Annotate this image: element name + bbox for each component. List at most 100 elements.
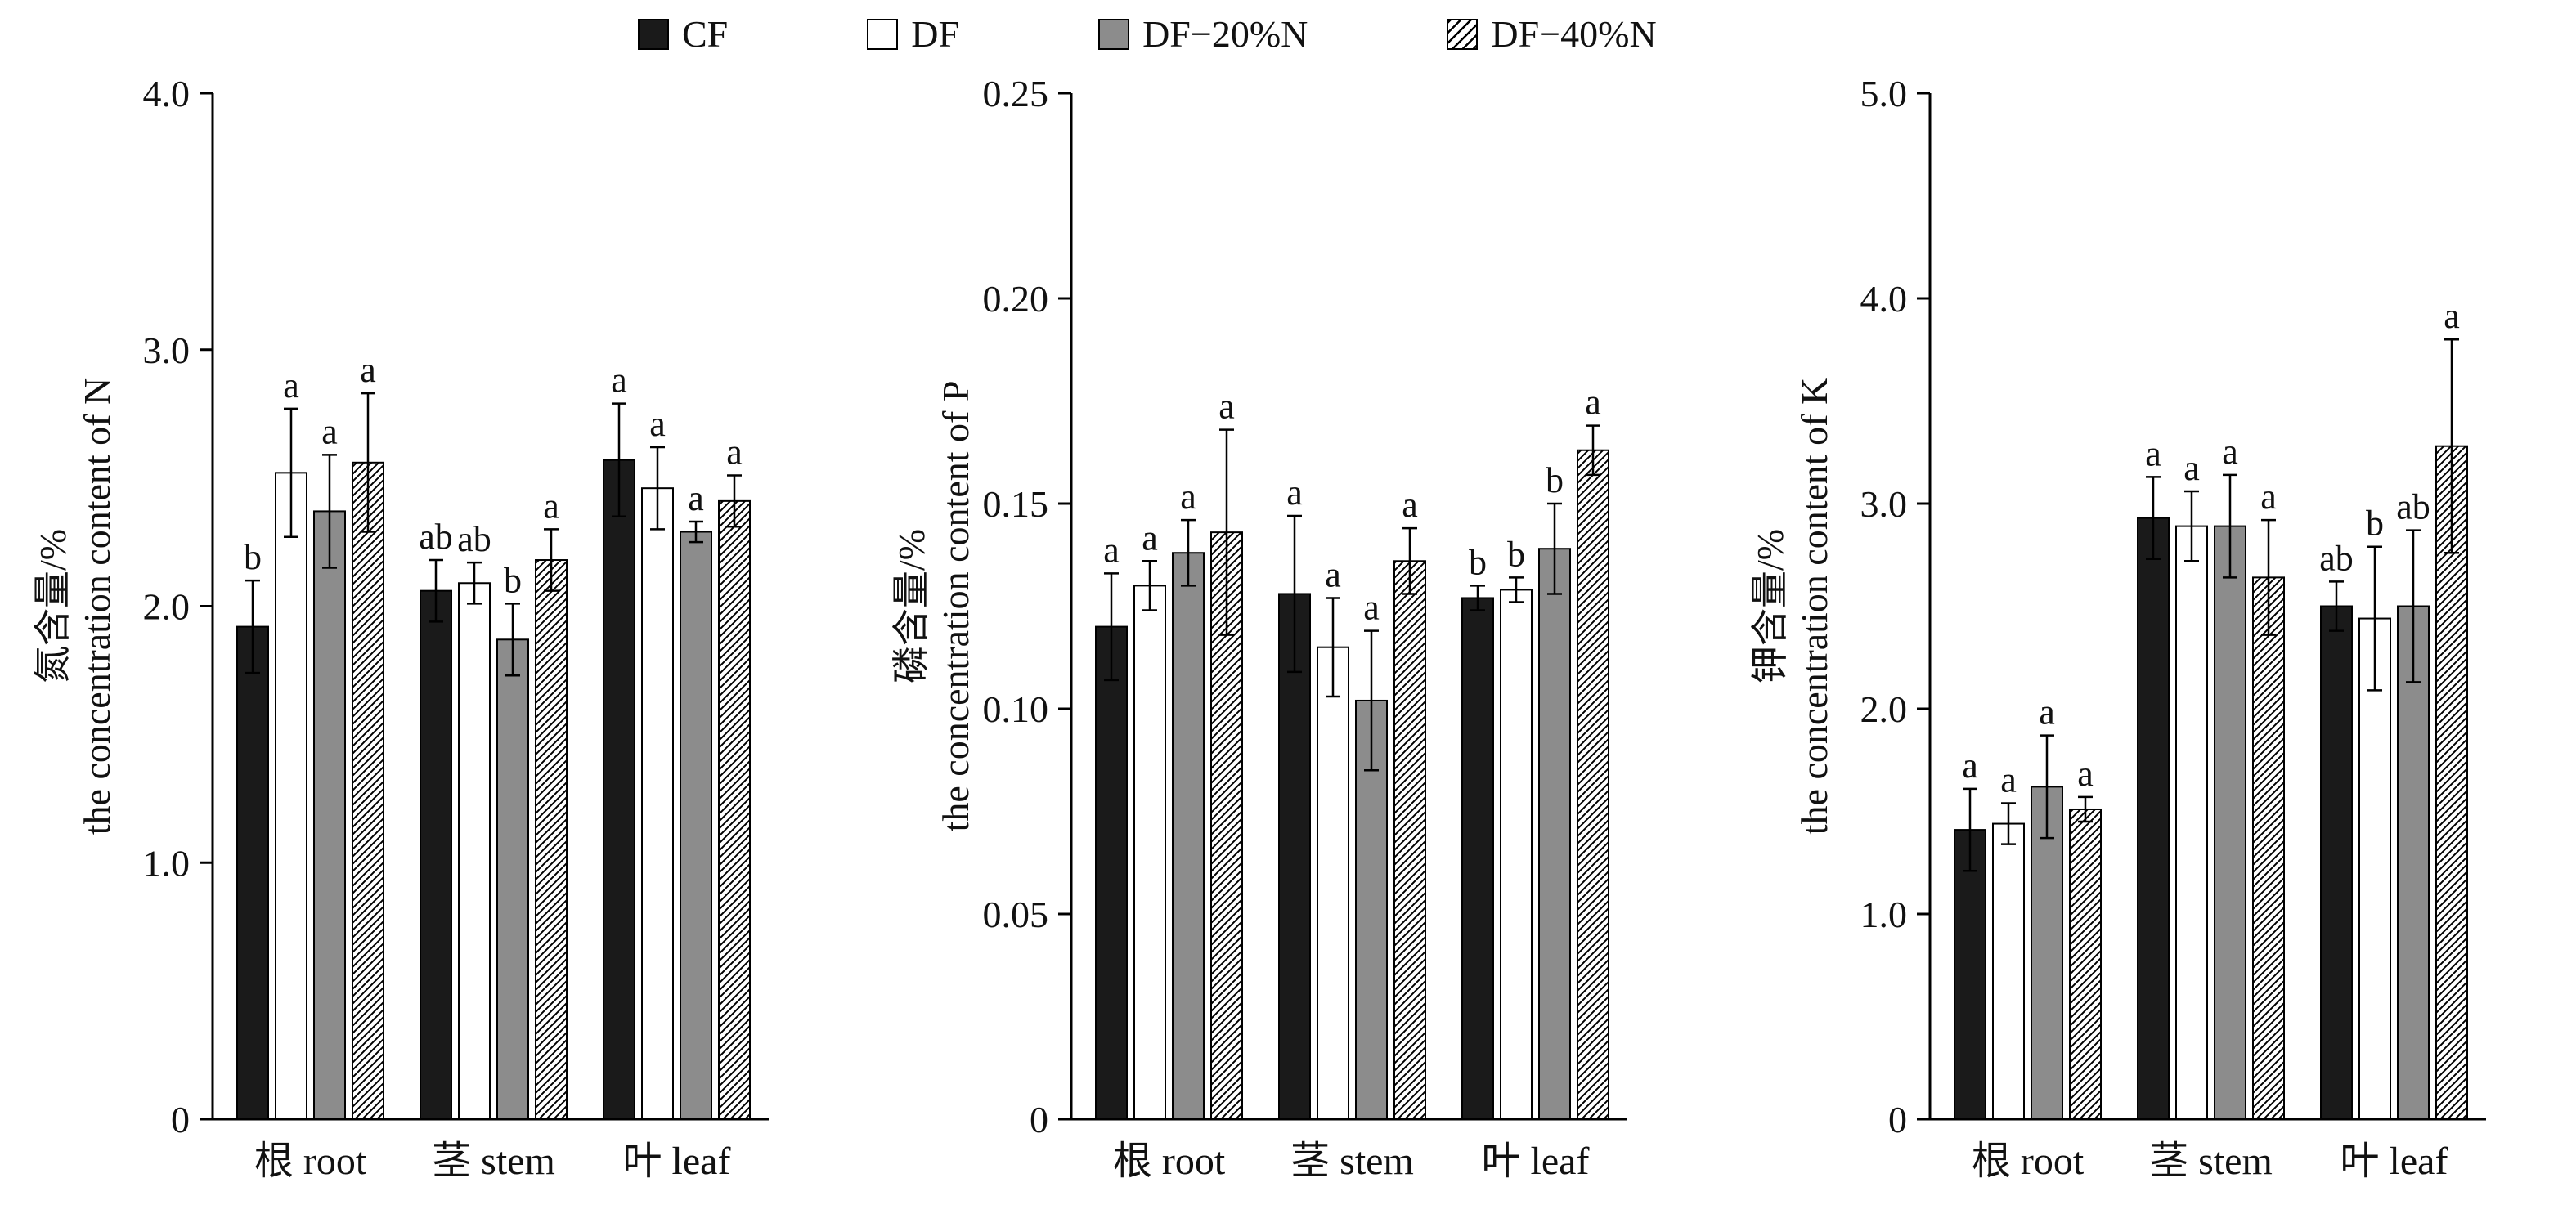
legend-label-cf: CF: [682, 13, 729, 55]
significance-letter: a: [1962, 746, 1978, 786]
significance-letter: a: [726, 432, 743, 472]
chart-panels: 0 1.0 2.0 3.0 4.0 氮含量/% the concentration cont…: [0, 69, 2576, 1205]
y-tick-label: 0: [1030, 1099, 1048, 1140]
bar-DF−40%N-1: [2252, 576, 2285, 1120]
y-tick-label: 0.25: [983, 73, 1049, 114]
x-category-label: 茎 stem: [2149, 1140, 2273, 1183]
y-tick-label: 3.0: [143, 329, 191, 371]
significance-letter: a: [1180, 477, 1196, 517]
bar-DF-1: [2175, 525, 2208, 1120]
df40-hatched-swatch-icon: [1447, 19, 1479, 50]
n-concentration-chart-panel: 0 1.0 2.0 3.0 4.0 氮含量/% the concentration cont…: [32, 73, 769, 1183]
significance-letter: a: [1585, 383, 1601, 423]
x-category-label: 叶 leaf: [2340, 1140, 2448, 1183]
y-tick-label: 4.0: [143, 73, 191, 114]
bar-DF-0: [1992, 822, 2025, 1120]
bar-DF-0: [1133, 585, 1166, 1120]
y-axis-title-en: the concentration content of K: [1793, 378, 1835, 835]
y-tick-label: 1.0: [143, 842, 191, 884]
legend-label-df: DF: [911, 13, 960, 55]
y-axis-title: 钾含量/% the concentration content of K: [1749, 378, 1835, 835]
y-tick-label: 0.05: [983, 894, 1049, 935]
significance-letter: a: [1363, 588, 1380, 628]
bar-CF-1: [420, 589, 452, 1120]
y-tick-label: 1.0: [1860, 894, 1908, 935]
x-category-label: 茎 stem: [1290, 1140, 1414, 1183]
bar-DF−20%N-2: [2397, 605, 2430, 1120]
significance-letter: a: [1218, 387, 1235, 427]
y-axis-title-en: the concentration content of N: [76, 378, 118, 835]
significance-letter: a: [688, 478, 704, 518]
legend-item-df: DF: [867, 16, 959, 53]
y-tick-label: 3.0: [1860, 483, 1908, 525]
significance-letter: b: [1546, 460, 1564, 500]
y-tick-label: 0: [1888, 1099, 1907, 1140]
significance-letter: b: [504, 560, 522, 600]
bar-CF-0: [236, 625, 269, 1120]
bar-CF-1: [2137, 517, 2170, 1120]
y-tick-label: 0.15: [983, 483, 1049, 525]
bar-DF−20%N-2: [1538, 548, 1571, 1120]
bar-DF-2: [2358, 617, 2391, 1120]
bar-DF-0: [275, 472, 307, 1121]
y-axis-title-zh: 氮含量/%: [32, 529, 74, 683]
significance-letter: b: [244, 537, 262, 577]
bar-CF-0: [1954, 829, 1986, 1121]
significance-letter: ab: [2319, 538, 2354, 578]
significance-letter: ab: [2396, 487, 2430, 527]
significance-letter: a: [2077, 754, 2094, 794]
k-concentration-chart-panel: 0 1.0 2.0 3.0 4.0 5.0 钾含量/% the concentration c…: [1749, 73, 2486, 1183]
significance-letter: a: [2222, 432, 2238, 472]
bar-DF−20%N-0: [2031, 786, 2063, 1120]
bar-DF−40%N-0: [2069, 808, 2102, 1120]
significance-letter: a: [543, 486, 559, 526]
bar-DF−20%N-0: [313, 510, 346, 1120]
bar-DF−40%N-0: [352, 461, 384, 1120]
y-axis-title-zh: 钾含量/%: [1749, 529, 1791, 683]
bar-DF−20%N-0: [1172, 552, 1205, 1120]
x-category-label: 根 root: [1113, 1140, 1226, 1183]
bar-DF−20%N-1: [2214, 525, 2246, 1120]
legend-item-cf: CF: [638, 16, 728, 53]
y-axis-title-en: the concentration content of P: [935, 381, 976, 832]
x-category-label: 叶 leaf: [1482, 1140, 1590, 1183]
bar-CF-0: [1095, 625, 1128, 1120]
x-category-label: 根 root: [254, 1140, 367, 1183]
y-tick-label: 0.20: [983, 278, 1049, 320]
legend-item-df20: DF−20%N: [1098, 16, 1308, 53]
bar-DF−40%N-2: [1577, 449, 1609, 1120]
significance-letter: b: [1507, 534, 1525, 574]
bar-CF-2: [2320, 605, 2353, 1120]
bar-DF−20%N-1: [496, 638, 529, 1120]
bar-DF-1: [1317, 646, 1349, 1120]
bar-DF-2: [641, 487, 674, 1120]
significance-letter: a: [283, 365, 299, 405]
bar-DF−40%N-2: [718, 499, 751, 1120]
bar-DF-2: [1500, 589, 1533, 1120]
significance-letter: a: [1103, 530, 1120, 570]
bar-DF−40%N-1: [1393, 560, 1426, 1120]
df20-gray-swatch-icon: [1098, 19, 1130, 50]
bar-DF−40%N-2: [2435, 445, 2468, 1121]
legend-label-df20: DF−20%N: [1142, 13, 1308, 55]
significance-letter: a: [2000, 759, 2017, 800]
bar-CF-2: [603, 459, 635, 1121]
y-axis-title-zh: 磷含量/%: [891, 529, 932, 683]
legend: CF DF DF−20%N DF−40%N: [0, 0, 2576, 69]
significance-letter: a: [649, 404, 666, 444]
significance-letter: a: [2145, 433, 2161, 473]
legend-item-df40: DF−40%N: [1447, 13, 1657, 55]
significance-letter: a: [1286, 473, 1303, 513]
significance-letter: a: [2260, 477, 2277, 517]
bar-DF−20%N-2: [680, 531, 712, 1120]
df-open-white-swatch-icon: [867, 19, 899, 50]
bar-DF−40%N-1: [535, 559, 568, 1120]
x-category-label: 根 root: [1972, 1140, 2085, 1183]
y-tick-label: 5.0: [1860, 73, 1908, 114]
legend-label-df40: DF−40%N: [1491, 13, 1657, 55]
significance-letter: a: [1402, 485, 1418, 525]
y-tick-label: 0.10: [983, 688, 1049, 730]
significance-letter: a: [611, 361, 627, 401]
significance-letter: a: [321, 411, 338, 451]
